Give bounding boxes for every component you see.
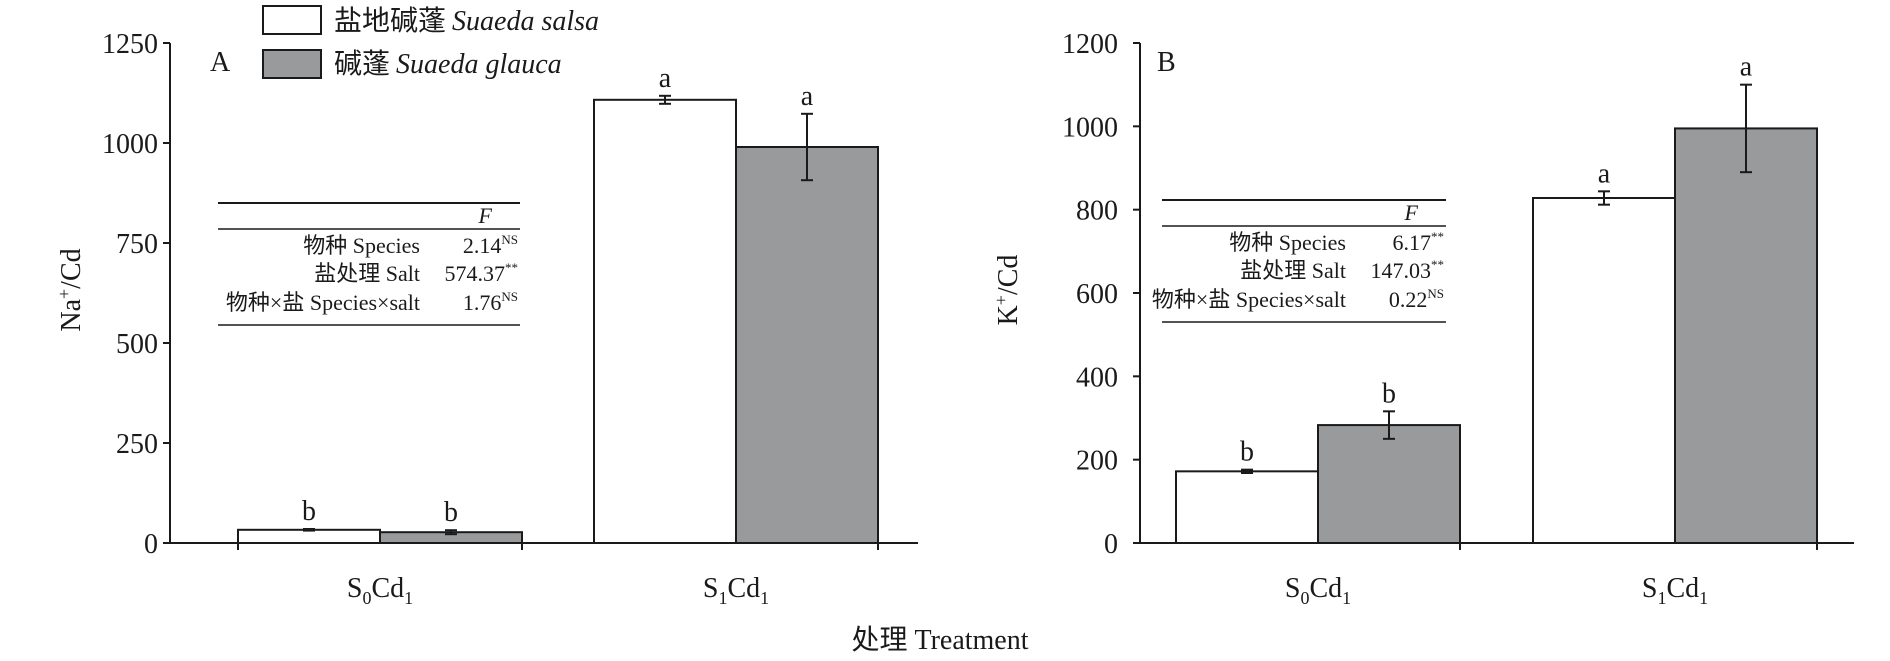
anova-row-value: 2.14NS — [463, 232, 518, 258]
anova-significance: ** — [505, 260, 518, 275]
anova-significance: NS — [1427, 286, 1444, 301]
category-sub: 1 — [718, 588, 727, 608]
category-sub: 1 — [1699, 588, 1708, 608]
anova-row-value: 574.37** — [445, 260, 519, 286]
ylabel-main: Na — [56, 298, 87, 331]
panel-b-bar — [1175, 470, 1319, 545]
anova-row-value: 147.03** — [1371, 257, 1445, 283]
anova-header: F — [1404, 200, 1419, 225]
category-mid: Cd — [727, 573, 760, 604]
panel-a-y-tick-label: 750 — [116, 229, 158, 260]
legend-glauca-zh: 碱蓬 — [334, 48, 390, 80]
panel-a-y-tick-label: 1000 — [102, 129, 158, 160]
panel-b-y-tick-label: 400 — [1076, 362, 1118, 393]
panel-b-y-tick-label: 600 — [1076, 279, 1118, 310]
panel-b-significance-letter: a — [1598, 158, 1611, 189]
panel-b-y-tick-label: 200 — [1076, 446, 1118, 477]
panel-b-category-label: S1Cd1 — [1642, 573, 1708, 608]
category-mid: Cd — [371, 573, 404, 604]
panel-a-y-axis-title: Na+/Cd — [54, 248, 87, 331]
panel-b-anova-table: F物种 Species 6.17**盐处理 Salt 147.03**物种×盐 Sp… — [1152, 199, 1446, 323]
anova-value: 147.03 — [1371, 258, 1432, 283]
anova-row-value: 6.17** — [1393, 229, 1445, 255]
panel-b-significance-letter: b — [1382, 378, 1396, 409]
anova-significance: NS — [501, 232, 518, 247]
category-sub: 0 — [1300, 588, 1309, 608]
category-base: S — [1642, 573, 1658, 604]
anova-row-value: 1.76NS — [463, 289, 518, 315]
panel-a-y-tick-label: 500 — [116, 329, 158, 360]
panel-a-category-label: S0Cd1 — [347, 573, 413, 608]
panel-b-significance-letter: a — [1740, 52, 1753, 83]
panel-b-significance-letter: b — [1240, 437, 1254, 468]
ylabel-sup: + — [991, 295, 1011, 305]
category-sub: 1 — [1342, 588, 1351, 608]
panel-a-y-tick-label: 0 — [144, 529, 158, 560]
anova-row-value: 0.22NS — [1389, 286, 1444, 312]
legend-swatch-glauca — [262, 49, 322, 79]
panel-a-significance-letter: b — [302, 496, 316, 527]
panel-a-y-tick-label: 250 — [116, 429, 158, 460]
anova-significance: NS — [501, 289, 518, 304]
legend-salsa-zh: 盐地碱蓬 — [334, 5, 446, 37]
category-sub: 1 — [1657, 588, 1666, 608]
category-sub: 1 — [760, 588, 769, 608]
legend-swatch-salsa — [262, 5, 322, 35]
anova-row-label: 盐处理 Salt — [1240, 258, 1346, 283]
anova-value: 0.22 — [1389, 287, 1428, 312]
panel-a-significance-letter: a — [801, 81, 814, 112]
panel-b-y-tick-label: 1000 — [1062, 112, 1118, 143]
panel-a-bar — [593, 98, 737, 545]
ylabel-rest: /Cd — [993, 255, 1024, 295]
legend-label-glauca: 碱蓬 Suaeda glauca — [334, 48, 562, 80]
ylabel-sup: + — [54, 289, 74, 299]
category-base: S — [1285, 573, 1301, 604]
legend: 盐地碱蓬 Suaeda salsa 碱蓬 Suaeda glauca — [262, 5, 599, 80]
panel-a-category-label: S1Cd1 — [703, 573, 769, 608]
legend-salsa-latin: Suaeda salsa — [452, 6, 599, 37]
panel-a-bar — [735, 146, 879, 544]
ylabel-main: K — [993, 305, 1024, 325]
panel-a-bar — [237, 528, 381, 544]
anova-value: 1.76 — [463, 290, 502, 315]
legend-glauca-latin: Suaeda glauca — [396, 49, 562, 80]
panel-b-y-tick-label: 0 — [1104, 529, 1118, 560]
anova-significance: ** — [1431, 257, 1444, 272]
panel-b-y-tick-label: 800 — [1076, 196, 1118, 227]
legend-label-salsa: 盐地碱蓬 Suaeda salsa — [334, 5, 599, 37]
panel-a-significance-letter: b — [444, 497, 458, 528]
panel-b-bar — [1674, 127, 1818, 545]
panel-b-y-axis-title: K+/Cd — [991, 255, 1024, 326]
panel-a-y-tick-label: 1250 — [102, 29, 158, 60]
panel-b-y-tick-label: 1200 — [1062, 29, 1118, 60]
anova-row-label: 物种×盐 Species×salt — [226, 290, 420, 315]
category-base: S — [703, 573, 719, 604]
panel-b-bar — [1532, 197, 1676, 544]
panel-b-bar — [1317, 424, 1461, 545]
anova-row-label: 物种×盐 Species×salt — [1152, 287, 1346, 312]
panel-b-letter: B — [1157, 47, 1176, 78]
anova-value: 6.17 — [1393, 230, 1432, 255]
category-mid: Cd — [1666, 573, 1699, 604]
anova-value: 574.37 — [445, 261, 506, 286]
ylabel-rest: /Cd — [56, 248, 87, 288]
anova-row-label: 盐处理 Salt — [314, 261, 420, 286]
anova-value: 2.14 — [463, 233, 502, 258]
x-axis-title: 处理 Treatment — [851, 624, 1028, 656]
anova-row-label: 物种 Species — [1229, 230, 1346, 255]
anova-header: F — [478, 203, 493, 228]
anova-row-label: 物种 Species — [303, 233, 420, 258]
category-mid: Cd — [1309, 573, 1342, 604]
category-base: S — [347, 573, 363, 604]
panel-a-letter: A — [210, 47, 231, 78]
anova-significance: ** — [1431, 229, 1444, 244]
panel-a-significance-letter: a — [659, 63, 672, 94]
panel-b-category-label: S0Cd1 — [1285, 573, 1351, 608]
category-sub: 1 — [404, 588, 413, 608]
category-sub: 0 — [362, 588, 371, 608]
